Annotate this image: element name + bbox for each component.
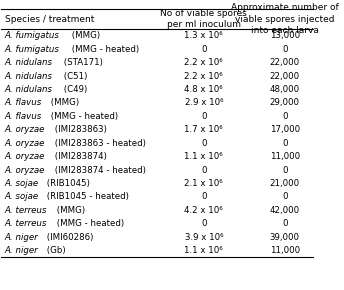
Text: (MMG): (MMG) <box>68 31 100 40</box>
Text: (RIB1045 - heated): (RIB1045 - heated) <box>44 192 129 201</box>
Text: A. nidulans: A. nidulans <box>4 72 53 81</box>
Text: A. oryzae: A. oryzae <box>4 125 45 134</box>
Text: A. oryzae: A. oryzae <box>4 139 45 148</box>
Text: 0: 0 <box>282 192 288 201</box>
Text: (RIB1045): (RIB1045) <box>44 179 90 188</box>
Text: (IMI283863 - heated): (IMI283863 - heated) <box>52 139 146 148</box>
Text: (MMG - heated): (MMG - heated) <box>54 219 124 228</box>
Text: A. sojae: A. sojae <box>4 192 39 201</box>
Text: (IMI60286): (IMI60286) <box>44 233 93 242</box>
Text: 0: 0 <box>201 166 206 175</box>
Text: A. niger: A. niger <box>4 233 38 242</box>
Text: (MMG): (MMG) <box>54 206 85 215</box>
Text: A. niger: A. niger <box>4 246 38 255</box>
Text: (C51): (C51) <box>61 72 87 81</box>
Text: A. nidulans: A. nidulans <box>4 58 53 67</box>
Text: Species / treatment: Species / treatment <box>4 14 94 23</box>
Text: 0: 0 <box>282 112 288 121</box>
Text: (C49): (C49) <box>61 85 87 94</box>
Text: 2.1 x 10⁶: 2.1 x 10⁶ <box>184 179 223 188</box>
Text: 22,000: 22,000 <box>270 72 300 81</box>
Text: 22,000: 22,000 <box>270 58 300 67</box>
Text: A. oryzae: A. oryzae <box>4 166 45 175</box>
Text: A. fumigatus: A. fumigatus <box>4 45 60 54</box>
Text: 13,000: 13,000 <box>270 31 300 40</box>
Text: 21,000: 21,000 <box>270 179 300 188</box>
Text: 0: 0 <box>201 139 206 148</box>
Text: 0: 0 <box>201 45 206 54</box>
Text: 48,000: 48,000 <box>270 85 300 94</box>
Text: 17,000: 17,000 <box>270 125 300 134</box>
Text: 1.7 x 10⁶: 1.7 x 10⁶ <box>184 125 223 134</box>
Text: 39,000: 39,000 <box>270 233 300 242</box>
Text: (MMG): (MMG) <box>48 98 79 107</box>
Text: (IMI283874 - heated): (IMI283874 - heated) <box>52 166 146 175</box>
Text: A. terreus: A. terreus <box>4 206 47 215</box>
Text: 0: 0 <box>201 219 206 228</box>
Text: Approximate number of
viable spores injected
into each larva: Approximate number of viable spores inje… <box>231 3 338 35</box>
Text: A. oryzae: A. oryzae <box>4 152 45 161</box>
Text: A. fumigatus: A. fumigatus <box>4 31 60 40</box>
Text: 0: 0 <box>201 192 206 201</box>
Text: (IMI283863): (IMI283863) <box>52 125 107 134</box>
Text: 0: 0 <box>282 166 288 175</box>
Text: 1.1 x 10⁶: 1.1 x 10⁶ <box>184 246 223 255</box>
Text: (MMG - heated): (MMG - heated) <box>68 45 139 54</box>
Text: 11,000: 11,000 <box>270 152 300 161</box>
Text: No of viable spores
per ml inoculum: No of viable spores per ml inoculum <box>160 9 247 29</box>
Text: 2.2 x 10⁶: 2.2 x 10⁶ <box>184 72 223 81</box>
Text: 3.9 x 10⁶: 3.9 x 10⁶ <box>184 233 223 242</box>
Text: A. sojae: A. sojae <box>4 179 39 188</box>
Text: 2.9 x 10⁶: 2.9 x 10⁶ <box>184 98 223 107</box>
Text: 2.2 x 10⁶: 2.2 x 10⁶ <box>184 58 223 67</box>
Text: 0: 0 <box>282 139 288 148</box>
Text: A. terreus: A. terreus <box>4 219 47 228</box>
Text: (MMG - heated): (MMG - heated) <box>48 112 118 121</box>
Text: A. nidulans: A. nidulans <box>4 85 53 94</box>
Text: A. flavus: A. flavus <box>4 98 42 107</box>
Text: 4.8 x 10⁶: 4.8 x 10⁶ <box>184 85 223 94</box>
Text: 1.3 x 10⁶: 1.3 x 10⁶ <box>184 31 223 40</box>
Text: 0: 0 <box>282 219 288 228</box>
Text: 11,000: 11,000 <box>270 246 300 255</box>
Text: (STA171): (STA171) <box>61 58 103 67</box>
Text: 0: 0 <box>282 45 288 54</box>
Text: (IMI283874): (IMI283874) <box>52 152 107 161</box>
Text: 0: 0 <box>201 112 206 121</box>
Text: 1.1 x 10⁶: 1.1 x 10⁶ <box>184 152 223 161</box>
Text: 4.2 x 10⁶: 4.2 x 10⁶ <box>184 206 223 215</box>
Text: 42,000: 42,000 <box>270 206 300 215</box>
Text: A. flavus: A. flavus <box>4 112 42 121</box>
Text: (Gb): (Gb) <box>44 246 65 255</box>
Text: 29,000: 29,000 <box>270 98 300 107</box>
